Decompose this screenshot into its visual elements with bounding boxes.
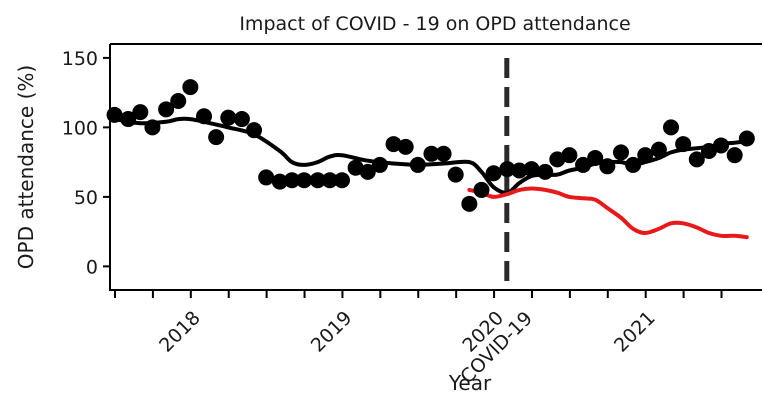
- data-point: [537, 163, 554, 180]
- data-point: [258, 169, 275, 186]
- y-axis-label: OPD attendance (%): [14, 65, 38, 269]
- x-axis-label: Year: [448, 371, 492, 395]
- data-point: [663, 119, 680, 136]
- data-point: [511, 162, 528, 179]
- data-point: [499, 161, 516, 178]
- data-point: [738, 130, 755, 147]
- x-tick-label-2019: 2019: [307, 307, 357, 357]
- data-point: [409, 156, 426, 173]
- data-point: [271, 173, 288, 190]
- data-point: [106, 106, 123, 123]
- data-point: [575, 156, 592, 173]
- y-tick-label: 0: [86, 256, 98, 278]
- data-point: [599, 158, 616, 175]
- data-point: [233, 111, 250, 128]
- data-point: [461, 195, 478, 212]
- data-point: [371, 156, 388, 173]
- data-point: [435, 145, 452, 162]
- data-point: [700, 143, 717, 160]
- data-point: [625, 156, 642, 173]
- data-point: [182, 79, 199, 96]
- data-point: [447, 166, 464, 183]
- series-2-line: [467, 186, 749, 240]
- data-point: [485, 165, 502, 182]
- data-point: [321, 172, 338, 189]
- data-point: [726, 147, 743, 164]
- data-point: [675, 136, 692, 153]
- data-point: [713, 137, 730, 154]
- data-point: [587, 149, 604, 166]
- data-point: [144, 119, 161, 136]
- data-point: [158, 101, 175, 118]
- data-point: [473, 181, 490, 198]
- x-tick-label-2021: 2021: [610, 307, 660, 357]
- y-axis-label-group: OPD attendance (%): [14, 65, 38, 269]
- y-tick-label: 150: [62, 48, 98, 70]
- data-point: [246, 122, 263, 139]
- data-point: [523, 161, 540, 178]
- x-tick-label-2018: 2018: [155, 307, 205, 357]
- data-point: [333, 172, 350, 189]
- chart-title: Impact of COVID - 19 on OPD attendance: [239, 13, 630, 35]
- y-tick-label: 100: [62, 117, 98, 139]
- data-point: [296, 172, 313, 189]
- data-point: [283, 172, 300, 189]
- data-point: [347, 159, 364, 176]
- data-point: [220, 109, 237, 126]
- data-point: [549, 151, 566, 168]
- data-point: [561, 147, 578, 164]
- data-point: [170, 92, 187, 109]
- axis-frame: [109, 43, 762, 291]
- data-point: [196, 108, 213, 125]
- data-point: [120, 111, 137, 128]
- data-point: [397, 138, 414, 155]
- data-point: [208, 129, 225, 146]
- data-point: [688, 151, 705, 168]
- data-point: [650, 141, 667, 158]
- data-point: [132, 104, 149, 121]
- data-point: [612, 144, 629, 161]
- data-point: [637, 147, 654, 164]
- data-point: [309, 172, 326, 189]
- data-point: [359, 163, 376, 180]
- y-tick-label: 50: [74, 187, 98, 209]
- data-point: [385, 136, 402, 153]
- data-point: [423, 145, 440, 162]
